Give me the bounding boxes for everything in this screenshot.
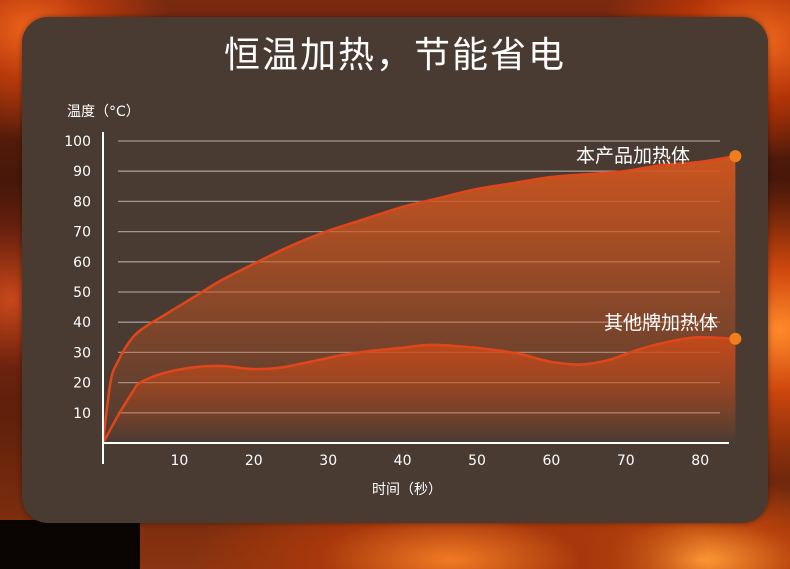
x-axis-label: 时间（秒） [372,482,442,498]
x-tick-label-40: 40 [394,453,412,469]
x-tick-label-70: 70 [617,453,635,469]
y-tick-label-60: 60 [73,255,91,271]
y-tick-label-30: 30 [73,345,91,361]
page-title: 恒温加热，节能省电 [223,35,566,76]
series-line-0 [101,154,736,444]
x-tick-label-20: 20 [245,453,263,469]
y-tick-label-10: 10 [73,406,91,422]
series-label-product: 本产品加热体 [576,145,690,167]
x-tick-label-80: 80 [691,453,709,469]
y-tick-label-70: 70 [73,225,91,241]
series-line-1 [101,335,736,444]
background-dark-corner [0,520,140,569]
series-end-marker-1 [729,332,742,345]
y-tick-label-40: 40 [73,315,91,331]
y-tick-label-100: 100 [64,134,91,150]
x-tick-label-30: 30 [319,453,337,469]
series-end-marker-0 [729,150,742,163]
y-tick-label-20: 20 [73,376,91,392]
x-tick-label-50: 50 [468,453,486,469]
series-label-other: 其他牌加热体 [604,312,718,334]
y-tick-label-80: 80 [73,194,91,210]
y-tick-label-90: 90 [73,164,91,180]
y-tick-label-50: 50 [73,285,91,301]
x-tick-label-60: 60 [542,453,560,469]
x-tick-label-10: 10 [170,453,188,469]
y-axis-label: 温度（°C） [67,104,140,120]
series-area-1 [103,337,736,443]
